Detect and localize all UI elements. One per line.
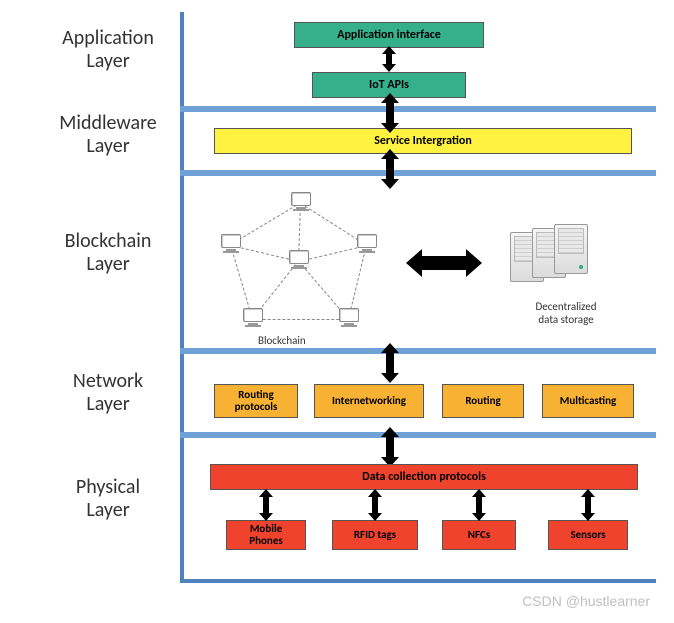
arrow-sub (263, 496, 269, 514)
label-network: Network Layer (48, 370, 168, 416)
arrow-mw-bc (386, 158, 394, 180)
watermark: CSDN @hustlearner (522, 593, 650, 609)
label-application: Application Layer (48, 27, 168, 73)
arrow-sub (585, 496, 591, 514)
bc-edge (253, 319, 349, 320)
label-blockchain: Blockchain Layer (48, 230, 168, 276)
box-app-interface: Application interface (294, 22, 484, 48)
caption-blockchain: Blockchain (258, 334, 306, 347)
bc-node (336, 308, 362, 330)
sep-4 (180, 432, 656, 438)
sep-3 (180, 348, 656, 354)
caption-storage: Decentralized data storage (506, 300, 626, 326)
box-sensors: Sensors (548, 520, 628, 550)
arrow-bc-storage (420, 256, 468, 270)
box-mobile-phones: Mobile Phones (226, 520, 306, 550)
label-physical: Physical Layer (48, 476, 168, 522)
bc-node (218, 234, 244, 256)
box-service-integration: Service Intergration (214, 128, 632, 154)
box-multicasting: Multicasting (542, 384, 634, 418)
arrow-nw-phy (386, 436, 394, 458)
box-nfcs: NFCs (442, 520, 516, 550)
box-routing-protocols: Routing protocols (214, 384, 298, 418)
box-internetworking: Internetworking (314, 384, 424, 418)
server-cluster (510, 224, 600, 284)
blockchain-network (218, 192, 378, 332)
bc-node (286, 250, 312, 272)
box-data-collection: Data collection protocols (210, 464, 638, 490)
arrow-app-iot (386, 53, 392, 65)
arrow-sub (476, 496, 482, 514)
arrow-sub (372, 496, 378, 514)
box-rfid-tags: RFID tags (332, 520, 418, 550)
arrow-bc-nw (386, 352, 394, 374)
bc-node (354, 234, 380, 256)
bc-node (240, 308, 266, 330)
label-middleware: Middleware Layer (48, 112, 168, 158)
box-routing: Routing (442, 384, 524, 418)
sep-1 (180, 106, 656, 112)
arrow-app-mw (386, 102, 394, 124)
sep-2 (180, 170, 656, 176)
bc-node (288, 192, 314, 214)
